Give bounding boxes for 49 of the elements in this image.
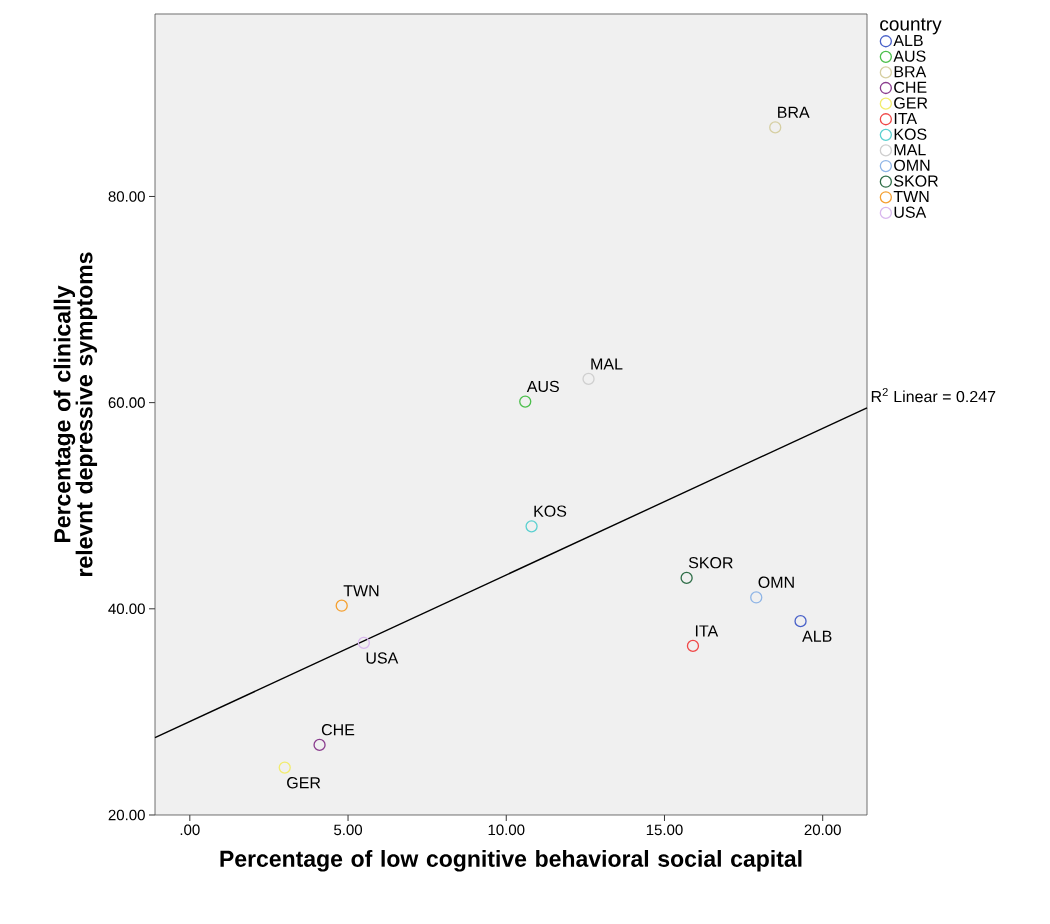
legend-label: OMN [894,159,930,172]
text: ALB [802,630,832,642]
text: AUS [526,380,559,393]
point [519,395,532,408]
point [794,615,807,628]
text: KOS [534,505,567,517]
point [313,738,326,752]
x-tick-label: 5.00 [334,824,363,836]
x-tick-label: 10.00 [488,824,525,836]
point [357,636,371,649]
point [750,591,763,604]
text: SKOR [688,557,733,569]
legend-label: MAL [894,144,926,156]
text: USA [366,652,399,664]
point [582,372,595,386]
legend-label: ITA [894,113,918,125]
legend-label: USA [894,206,927,218]
text: BRA [778,106,810,118]
legend-title: country [880,18,942,35]
y-tick-label: 20.00 [108,809,145,821]
text: TWN [343,585,379,597]
text: R$^{2}$ Linear = 0.247 [871,388,996,403]
text: MAL [591,358,623,370]
x-tick-label: 20.00 [804,824,841,836]
legend-label: TWN [893,191,929,203]
legend-label: BRA [894,66,927,78]
point [335,599,348,612]
legend-label: KOS [894,128,927,140]
y-tick-label: 80.00 [108,191,145,202]
legend-label: CHE [894,81,927,93]
point [769,121,782,134]
x-tick-label: .00 [180,824,200,836]
point [278,761,291,774]
text: CHE [321,724,355,736]
point [525,520,538,533]
point [680,571,693,585]
y-tick-label: 40.00 [108,603,145,615]
text: GER [287,777,321,789]
point [686,639,700,653]
text: ITA [695,625,719,637]
x-axis-title: Percentage of low cognitive behavioral social capital [220,850,802,872]
y-tick-label: 60.00 [108,397,145,408]
legend-label: SKOR [894,175,938,187]
y-axis-title: Percentage of clinically relevnt depressive symptoms [53,252,98,576]
legend-label: AUS [893,50,926,62]
legend-label: GER [894,97,928,109]
x-tick-label: 15.00 [646,824,683,836]
legend-label: ALB [893,34,923,46]
text: OMN [758,576,794,588]
